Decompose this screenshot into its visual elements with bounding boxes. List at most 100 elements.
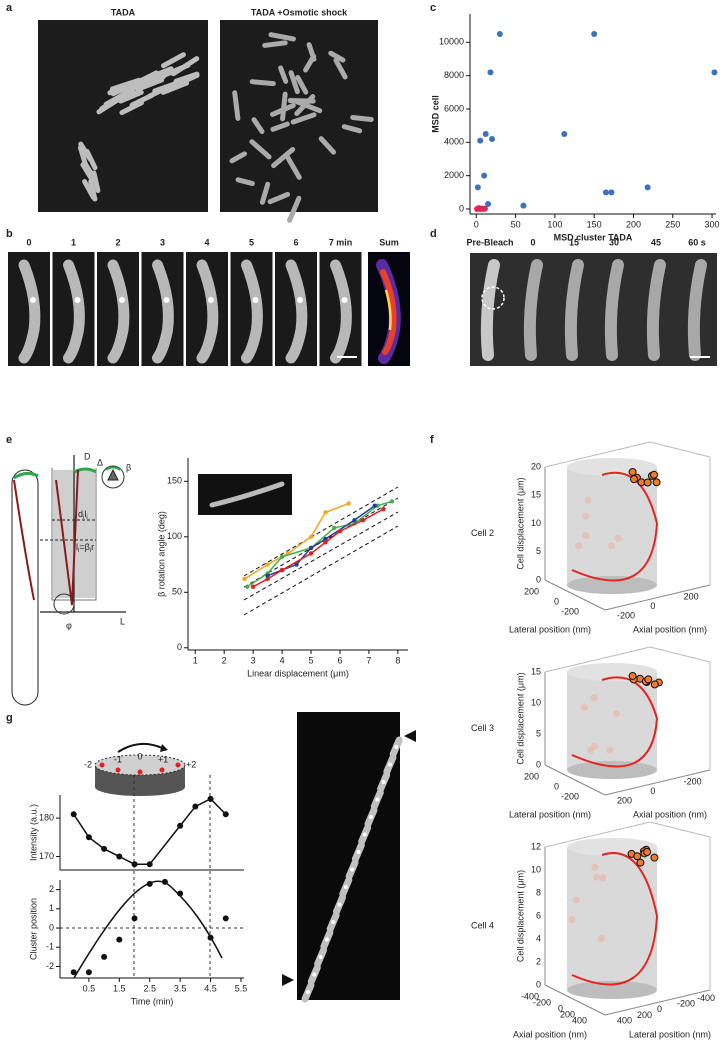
x-tick-label: 4.5 [204,983,217,993]
point [308,551,314,556]
tick-label: -200 [684,777,702,787]
time-label: 5 [249,237,254,247]
cell [160,52,186,69]
z-tick-label: 20 [531,461,541,471]
position-label: 0 [137,751,142,761]
cell [294,94,316,117]
z-tick-label: 5 [536,728,541,738]
series-line [73,797,227,865]
inset-cell [209,481,285,508]
point [222,811,229,818]
point [177,890,184,897]
box-edge [544,764,606,796]
cell [646,259,666,361]
localization [597,934,605,942]
axis-symbol: D [84,451,91,461]
localization [572,896,580,904]
z-tick-label: 6 [536,910,541,920]
time-label: 15 [569,237,579,247]
y-tick-label: -1 [46,942,54,952]
box-edge [544,646,651,673]
tick-label: 200 [524,771,539,781]
point [481,205,488,212]
cell [564,259,584,361]
y-axis-label: MSD cell [430,95,440,133]
cell [341,124,363,134]
panel-label: g [6,712,13,724]
cell [285,259,308,364]
cells [77,32,374,223]
point [265,573,270,578]
y-tick-label: 2000 [444,170,464,180]
point [265,562,270,567]
point [279,554,285,559]
formula: li=βir [76,542,94,553]
image-title: TADA +Osmotic shock [251,7,348,17]
cylinder-base [567,981,657,999]
tick-label: 200 [617,795,632,805]
cell [149,66,174,80]
position-label: +2 [186,759,196,769]
cluster [30,297,36,303]
point [245,584,250,589]
y-tick-label: 10000 [439,37,464,47]
axis-title: Cell displacement (μm) [515,870,525,962]
x-axis-label: Linear displacement (μm) [247,668,349,678]
y-tick-label: 4000 [444,137,464,147]
x-tick-label: 0 [474,219,479,229]
x-tick-label: 100 [547,219,562,229]
kymograph [297,712,400,1000]
formula-part: i [83,515,84,521]
localization [614,534,622,542]
arrowhead [404,730,416,742]
cell [18,259,41,364]
cell [235,177,255,187]
formula-part: =β [79,542,89,552]
localization [599,874,607,882]
point [489,136,496,142]
point [279,567,285,573]
cell [84,149,98,171]
cell-name: Cell 2 [471,528,494,538]
x-tick-label: 150 [587,219,602,229]
kymograph-spots [301,736,403,1003]
cluster [381,780,386,784]
x-tick-label: 200 [626,219,641,229]
point [644,184,651,191]
trajectory [571,852,659,986]
box-edge [649,441,711,458]
x-tick-label: 250 [665,219,680,229]
localization [628,671,637,680]
y-tick-label: 0 [49,922,54,932]
localization [608,542,616,550]
point [481,172,488,179]
z-tick-label: 5 [536,546,541,556]
y-tick-label: 2 [49,884,54,894]
micrograph [38,20,208,212]
point [146,880,153,887]
x-tick-label: 3 [251,655,256,665]
tick-label: -400 [521,991,539,1001]
time-label: 0 [530,237,535,247]
tick-label: 400 [572,1015,587,1025]
point [372,503,377,508]
symbol: β [126,462,131,472]
box-edge [604,769,711,796]
cluster [341,297,348,303]
cluster [375,797,380,802]
box-edge [544,821,651,848]
cluster [318,955,323,959]
localization [644,675,653,684]
y-tick-label: 50 [172,587,182,597]
cell [271,146,296,169]
cluster [331,920,336,924]
z-tick-label: 2 [536,956,541,966]
y-tick-label: 100 [167,531,182,541]
z-tick-label: 0 [536,574,541,584]
y-tick-label: 0 [459,203,464,213]
time-label: 0 [26,237,31,247]
panel-label: d [430,228,437,240]
box-edge [604,989,711,1016]
